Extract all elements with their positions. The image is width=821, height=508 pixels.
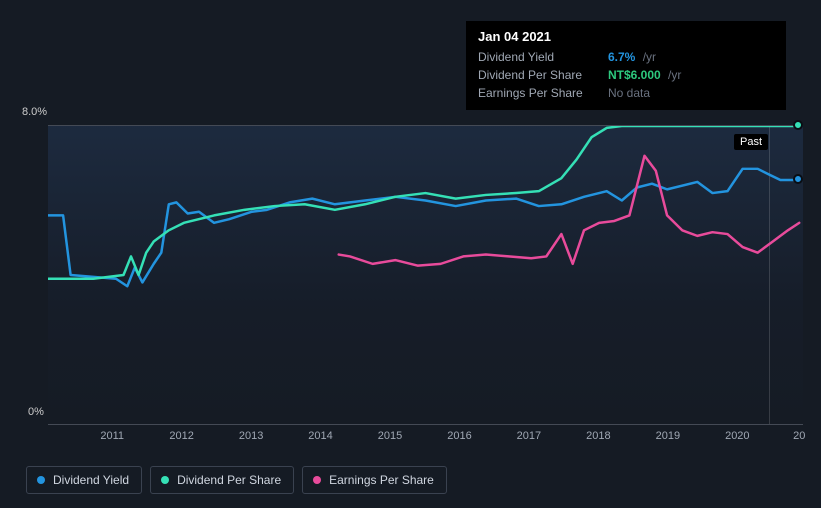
tooltip-row-label: Earnings Per Share — [478, 86, 608, 100]
x-axis-tick: 20 — [793, 430, 805, 442]
x-axis-tick: 2020 — [725, 430, 749, 442]
tooltip-date: Jan 04 2021 — [478, 29, 774, 44]
legend-swatch — [313, 476, 321, 484]
tooltip-row-label: Dividend Yield — [478, 50, 608, 64]
legend-label: Dividend Per Share — [177, 473, 281, 487]
tooltip-row-value: No data — [608, 86, 650, 100]
legend-swatch — [161, 476, 169, 484]
tooltip-row-value: 6.7% /yr — [608, 50, 656, 64]
dividend-chart: 8.0% 0% Past 2011 2012 2013 2014 2015 2016 201… — [0, 100, 821, 460]
chart-tooltip: Jan 04 2021 Dividend Yield6.7% /yrDivide… — [466, 21, 786, 110]
legend-item[interactable]: Earnings Per Share — [302, 466, 447, 494]
legend-item[interactable]: Dividend Yield — [26, 466, 142, 494]
x-axis-tick: 2018 — [586, 430, 610, 442]
legend-label: Earnings Per Share — [329, 473, 434, 487]
past-marker-label: Past — [734, 134, 768, 150]
x-axis: 2011201220132014201520162017201820192020… — [48, 430, 803, 450]
chart-plot-area[interactable]: Past — [48, 125, 803, 425]
legend-label: Dividend Yield — [53, 473, 129, 487]
tooltip-row-value: NT$6.000 /yr — [608, 68, 681, 82]
x-axis-tick: 2016 — [447, 430, 471, 442]
tooltip-row-label: Dividend Per Share — [478, 68, 608, 82]
legend-swatch — [37, 476, 45, 484]
x-axis-tick: 2015 — [378, 430, 402, 442]
chart-legend: Dividend Yield Dividend Per Share Earnings… — [26, 466, 447, 494]
chart-lines — [48, 126, 803, 424]
y-axis-min-label: 0% — [28, 406, 44, 418]
tooltip-row: Dividend Per ShareNT$6.000 /yr — [478, 66, 774, 84]
tooltip-row: Dividend Yield6.7% /yr — [478, 48, 774, 66]
x-axis-tick: 2012 — [169, 430, 193, 442]
x-axis-tick: 2014 — [308, 430, 332, 442]
x-axis-tick: 2011 — [100, 430, 124, 442]
x-axis-tick: 2017 — [517, 430, 541, 442]
x-axis-tick: 2019 — [656, 430, 680, 442]
y-axis-max-label: 8.0% — [22, 106, 47, 118]
tooltip-row: Earnings Per ShareNo data — [478, 84, 774, 102]
x-axis-tick: 2013 — [239, 430, 263, 442]
legend-item[interactable]: Dividend Per Share — [150, 466, 294, 494]
